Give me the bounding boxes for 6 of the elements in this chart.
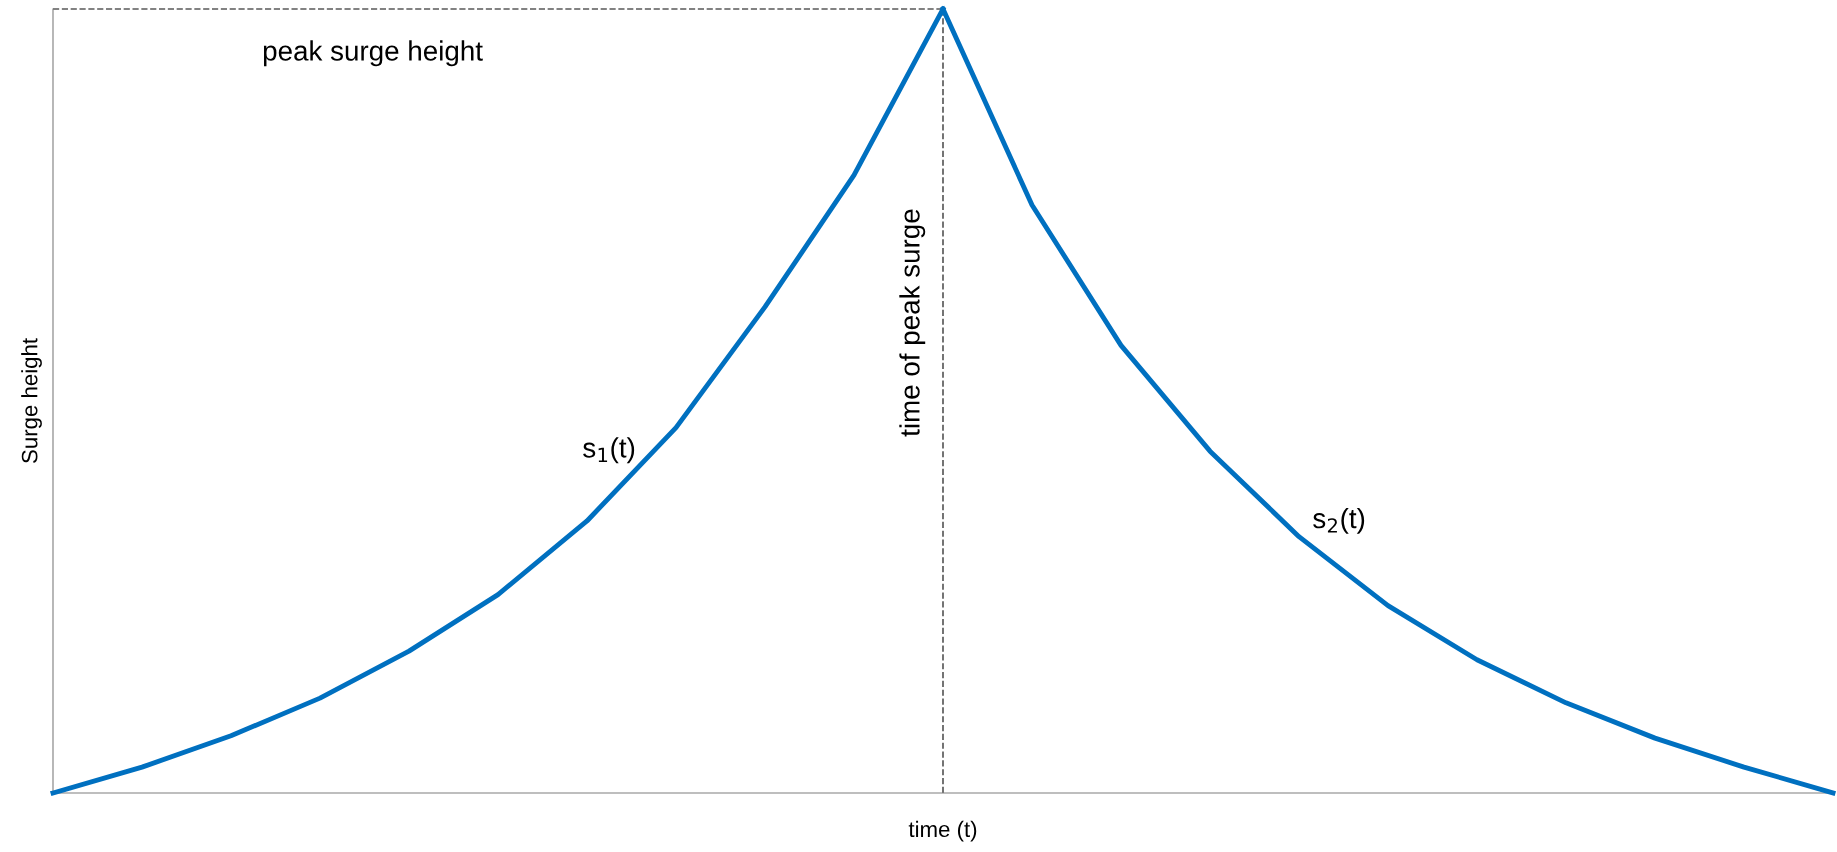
series-label: s$_{1}$(t) [583,437,635,464]
ref-line-label: peak surge height [263,40,483,67]
y-axis-title: Surge height [21,338,42,463]
x-axis-title: time (t) [908,820,977,842]
annotation: time of peak surge [899,209,926,437]
series-label: s$_{2}$(t) [1313,507,1365,534]
